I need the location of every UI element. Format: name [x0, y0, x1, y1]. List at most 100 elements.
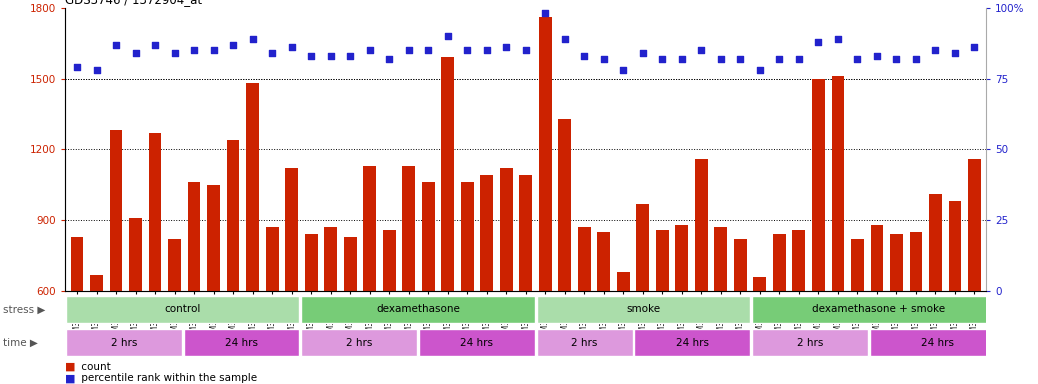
- Point: [361, 47, 378, 53]
- Bar: [285, 168, 298, 384]
- Bar: [461, 182, 473, 384]
- Bar: [734, 239, 746, 384]
- Bar: [851, 239, 864, 384]
- Point: [576, 53, 593, 59]
- Point: [186, 47, 202, 53]
- Point: [927, 47, 944, 53]
- Bar: [752, 329, 868, 356]
- Text: 24 hrs: 24 hrs: [225, 338, 258, 348]
- Point: [146, 41, 163, 48]
- Bar: [929, 194, 941, 384]
- Point: [498, 44, 515, 50]
- Point: [479, 47, 495, 53]
- Text: 24 hrs: 24 hrs: [460, 338, 493, 348]
- Bar: [714, 227, 728, 384]
- Bar: [227, 140, 240, 384]
- Bar: [301, 296, 535, 323]
- Text: stress ▶: stress ▶: [3, 304, 46, 314]
- Bar: [754, 277, 766, 384]
- Point: [303, 53, 320, 59]
- Point: [791, 56, 808, 62]
- Point: [517, 47, 534, 53]
- Text: 2 hrs: 2 hrs: [111, 338, 137, 348]
- Point: [947, 50, 963, 56]
- Bar: [636, 204, 649, 384]
- Bar: [656, 230, 668, 384]
- Bar: [208, 185, 220, 384]
- Text: smoke: smoke: [626, 304, 660, 314]
- Bar: [110, 131, 122, 384]
- Bar: [363, 166, 376, 384]
- Point: [889, 56, 905, 62]
- Text: dexamethasone: dexamethasone: [376, 304, 460, 314]
- Bar: [752, 296, 1005, 323]
- Point: [829, 36, 846, 42]
- Text: 24 hrs: 24 hrs: [921, 338, 954, 348]
- Bar: [66, 296, 300, 323]
- Bar: [246, 83, 260, 384]
- Text: ■: ■: [65, 362, 76, 372]
- Bar: [301, 329, 417, 356]
- Text: time ▶: time ▶: [3, 338, 38, 348]
- Text: GDS3746 / 1372904_at: GDS3746 / 1372904_at: [65, 0, 202, 7]
- Bar: [909, 232, 922, 384]
- Bar: [598, 232, 610, 384]
- Point: [693, 47, 710, 53]
- Bar: [871, 225, 883, 384]
- Bar: [188, 182, 200, 384]
- Point: [771, 56, 788, 62]
- Text: percentile rank within the sample: percentile rank within the sample: [78, 373, 257, 383]
- Bar: [812, 79, 824, 384]
- Point: [907, 56, 924, 62]
- Point: [283, 44, 300, 50]
- Text: 24 hrs: 24 hrs: [676, 338, 709, 348]
- Text: count: count: [78, 362, 111, 372]
- Bar: [539, 17, 551, 384]
- Bar: [421, 182, 435, 384]
- Point: [108, 41, 125, 48]
- Bar: [870, 329, 1005, 356]
- Point: [166, 50, 183, 56]
- Text: ■: ■: [65, 373, 76, 383]
- Bar: [695, 159, 708, 384]
- Point: [634, 50, 651, 56]
- Bar: [949, 201, 961, 384]
- Point: [342, 53, 358, 59]
- Bar: [676, 225, 688, 384]
- Point: [654, 56, 671, 62]
- Bar: [500, 168, 513, 384]
- Point: [459, 47, 475, 53]
- Bar: [90, 275, 103, 384]
- Point: [712, 56, 729, 62]
- Bar: [634, 329, 750, 356]
- Bar: [558, 119, 571, 384]
- Point: [674, 56, 690, 62]
- Bar: [617, 272, 630, 384]
- Bar: [266, 227, 278, 384]
- Bar: [968, 159, 981, 384]
- Text: dexamethasone + smoke: dexamethasone + smoke: [812, 304, 945, 314]
- Bar: [130, 218, 142, 384]
- Point: [966, 44, 983, 50]
- Point: [323, 53, 339, 59]
- Bar: [537, 329, 632, 356]
- Point: [849, 56, 866, 62]
- Bar: [344, 237, 356, 384]
- Point: [401, 47, 417, 53]
- Point: [88, 67, 105, 73]
- Point: [225, 41, 242, 48]
- Point: [596, 56, 612, 62]
- Point: [381, 56, 398, 62]
- Bar: [324, 227, 337, 384]
- Point: [264, 50, 280, 56]
- Bar: [519, 175, 532, 384]
- Bar: [71, 237, 83, 384]
- Bar: [403, 166, 415, 384]
- Text: 2 hrs: 2 hrs: [346, 338, 373, 348]
- Bar: [792, 230, 805, 384]
- Text: 2 hrs: 2 hrs: [796, 338, 823, 348]
- Bar: [890, 234, 903, 384]
- Bar: [148, 133, 162, 384]
- Point: [420, 47, 437, 53]
- Bar: [831, 76, 844, 384]
